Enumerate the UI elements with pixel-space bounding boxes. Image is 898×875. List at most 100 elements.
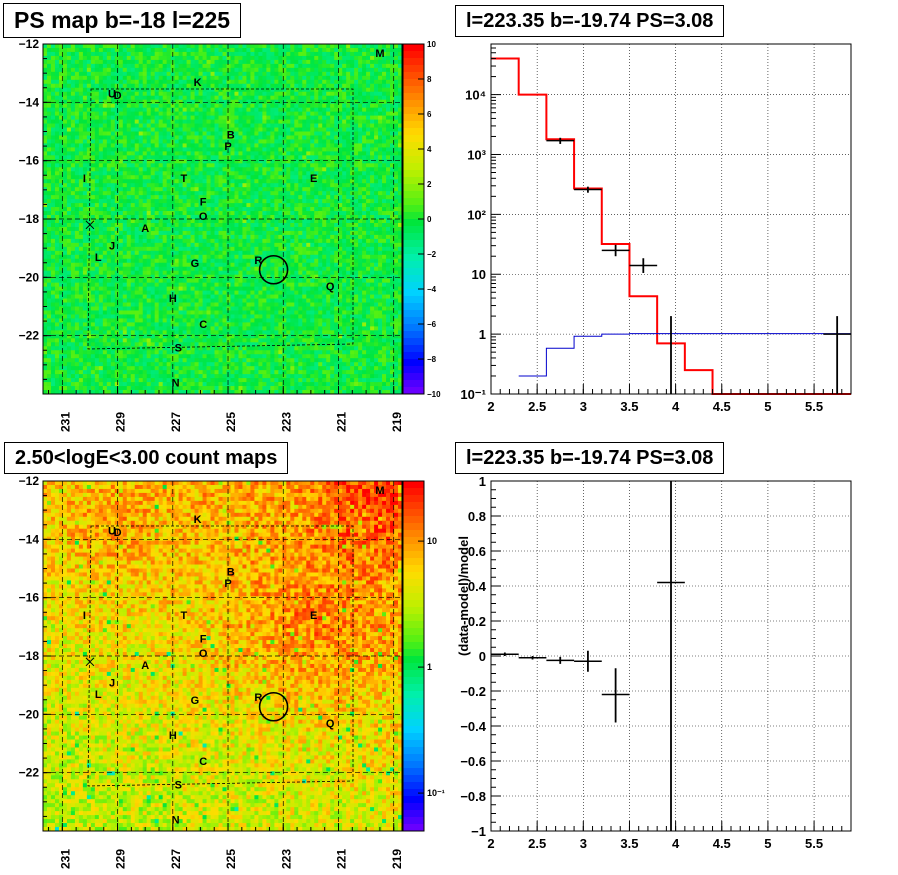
source-label-I: I	[83, 610, 86, 622]
colorbar-cell	[403, 635, 424, 643]
spectrum-y-tick-label: 10⁻¹	[460, 387, 486, 402]
colorbar-cell	[403, 614, 424, 622]
colorbar-cell	[403, 516, 424, 524]
y-tick-label: −18	[19, 212, 40, 226]
source-label-T: T	[180, 610, 187, 622]
source-label-O: O	[199, 211, 208, 223]
source-label-E: E	[310, 173, 317, 185]
colorbar-tick-label: 1	[427, 662, 432, 672]
colorbar-cell	[403, 607, 424, 615]
y-tick-label: −22	[19, 766, 40, 780]
spectrum-y-tick-label: 10	[472, 267, 486, 282]
spectrum-y-tick-label: 1	[479, 327, 486, 342]
colorbar-cell	[403, 114, 424, 122]
count-map-pixels	[43, 481, 403, 832]
colorbar-cell	[403, 768, 424, 776]
colorbar-cell	[403, 796, 424, 804]
colorbar-cell	[403, 310, 424, 318]
residual-x-tick-label: 4.5	[713, 836, 731, 851]
colorbar-cell	[403, 803, 424, 811]
x-tick-label: 227	[169, 412, 183, 432]
residual-x-tick-label: 4	[672, 836, 680, 851]
residual-x-tick-label: 3	[580, 836, 587, 851]
source-label-L: L	[95, 252, 102, 264]
colorbar-tick-label: −6	[427, 320, 437, 329]
spectrum-x-tick-label: 2.5	[528, 399, 546, 414]
residual-y-tick-label: 0.4	[468, 579, 487, 594]
source-label-U: U	[108, 89, 116, 101]
spectrum-y-tick-label: 10²	[467, 207, 486, 222]
colorbar-cell	[403, 177, 424, 185]
colorbar-cell	[403, 79, 424, 87]
spectrum-x-tick-label: 5	[764, 399, 771, 414]
colorbar-cell	[403, 761, 424, 769]
colorbar-cell	[403, 184, 424, 192]
y-tick-label: −20	[19, 707, 40, 721]
colorbar-cell	[403, 135, 424, 143]
colorbar-cell	[403, 170, 424, 178]
colorbar-cell	[403, 205, 424, 213]
colorbar-cell	[403, 628, 424, 636]
colorbar-cell	[403, 600, 424, 608]
colorbar-tick-label: 8	[427, 75, 432, 84]
source-label-F: F	[200, 197, 207, 209]
residual-y-tick-label: −1	[471, 824, 486, 839]
y-tick-label: −12	[19, 474, 40, 488]
x-tick-label: 221	[335, 849, 349, 869]
colorbar-cell	[403, 488, 424, 496]
source-label-P: P	[224, 578, 231, 590]
colorbar-cell	[403, 530, 424, 538]
spectrum-y-tick-label: 10⁴	[465, 88, 486, 103]
roi-outline	[87, 88, 354, 350]
residual-y-tick-label: 1	[479, 474, 486, 489]
residual-x-tick-label: 5.5	[805, 836, 823, 851]
residual-y-tick-label: −0.6	[460, 754, 486, 769]
colorbar-cell	[403, 663, 424, 671]
colorbar-tick-label: 10	[427, 40, 436, 49]
colorbar-cell	[403, 544, 424, 552]
residuals-title: l=223.35 b=-19.74 PS=3.08	[455, 442, 725, 474]
ps-map-title: PS map b=-18 l=225	[3, 3, 242, 38]
colorbar-cell	[403, 275, 424, 283]
colorbar-cell	[403, 156, 424, 164]
source-label-S: S	[175, 342, 182, 354]
colorbar-cell	[403, 740, 424, 748]
colorbar-cell	[403, 586, 424, 594]
ps-map-pixels	[43, 44, 403, 395]
colorbar-cell	[403, 380, 424, 388]
colorbar-cell	[403, 128, 424, 136]
colorbar-cell	[403, 226, 424, 234]
source-label-N: N	[172, 814, 180, 826]
colorbar-cell	[403, 387, 424, 395]
colorbar-cell	[403, 191, 424, 199]
colorbar-cell	[403, 509, 424, 517]
colorbar-cell	[403, 642, 424, 650]
source-label-B: B	[227, 566, 235, 578]
source-label-H: H	[169, 293, 177, 305]
x-tick-label: 219	[390, 849, 404, 869]
source-label-N: N	[172, 377, 180, 389]
residual-y-tick-label: −0.8	[460, 789, 486, 804]
residual-x-tick-label: 2.5	[528, 836, 546, 851]
roi-outline	[87, 525, 354, 787]
colorbar-cell	[403, 289, 424, 297]
colorbar-cell	[403, 142, 424, 150]
source-label-M: M	[375, 485, 384, 497]
source-label-H: H	[169, 730, 177, 742]
colorbar-cell	[403, 677, 424, 685]
source-label-A: A	[141, 223, 149, 235]
colorbar-cell	[403, 670, 424, 678]
colorbar-tick-label: −4	[427, 285, 437, 294]
colorbar-cell	[403, 649, 424, 657]
source-label-E: E	[310, 610, 317, 622]
residual-y-axis-label: (data-model)/model	[456, 536, 471, 656]
colorbar-cell	[403, 72, 424, 80]
colorbar-cell	[403, 754, 424, 762]
colorbar-cell	[403, 93, 424, 101]
x-tick-label: 231	[59, 412, 73, 432]
colorbar-cell	[403, 719, 424, 727]
spectrum-title: l=223.35 b=-19.74 PS=3.08	[455, 5, 725, 37]
colorbar-cell	[403, 789, 424, 797]
source-label-T: T	[180, 173, 187, 185]
residual-y-tick-label: 0	[479, 649, 486, 664]
